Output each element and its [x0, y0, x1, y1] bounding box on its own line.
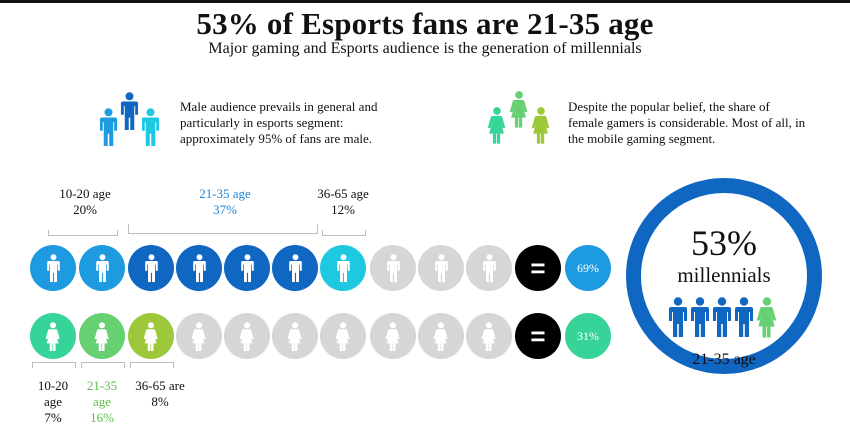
female-10-20-age: 10-20 age — [37, 378, 69, 409]
male-person-icon — [668, 296, 688, 338]
male-10-20-label: 10-20 age 20% — [40, 186, 130, 218]
female-circle-9 — [418, 313, 464, 359]
female-10-20-bracket — [32, 362, 76, 368]
female-circle-5 — [224, 313, 270, 359]
summary-percent: 53% — [691, 223, 757, 263]
female-person-icon — [191, 322, 207, 351]
female-circle-3 — [128, 313, 174, 359]
male-10-20-age: 10-20 age — [59, 186, 111, 201]
female-person-icon — [433, 322, 449, 351]
male-36-65-pct: 12% — [331, 202, 355, 217]
female-36-65-age: 36-65 are — [135, 378, 185, 393]
male-circle-9 — [418, 245, 464, 291]
male-10-20-bracket — [48, 230, 118, 236]
male-person-icon — [734, 296, 754, 338]
page-subtitle: Major gaming and Esports audience is the… — [208, 40, 642, 57]
top-rule — [0, 0, 850, 3]
male-circle-5 — [224, 245, 270, 291]
female-person-icon — [143, 322, 159, 351]
male-person-icon — [336, 254, 351, 282]
female-circle-2 — [79, 313, 125, 359]
male-total-circle: 69% — [565, 245, 611, 291]
female-equals-circle: = — [515, 313, 561, 359]
female-36-65-bracket — [130, 362, 174, 368]
male-36-65-bracket — [322, 230, 366, 236]
equals-icon: = — [530, 321, 546, 351]
male-circle-1 — [30, 245, 76, 291]
equals-icon: = — [530, 253, 546, 283]
female-total-pct: 31% — [577, 328, 599, 343]
female-person-icon — [45, 322, 61, 351]
female-group-icon — [487, 90, 551, 148]
male-36-65-age: 36-65 age — [317, 186, 369, 201]
male-circle-8 — [370, 245, 416, 291]
male-person-icon — [192, 254, 207, 282]
female-person-icon — [385, 322, 401, 351]
male-equals-circle: = — [515, 245, 561, 291]
female-36-65-pct: 8% — [151, 394, 169, 409]
male-person-icon — [386, 254, 401, 282]
female-person-icon — [481, 322, 497, 351]
female-21-35-pct: 16% — [90, 410, 114, 425]
female-circle-6 — [272, 313, 318, 359]
female-10-20-pct: 7% — [44, 410, 62, 425]
male-circle-10 — [466, 245, 512, 291]
female-circle-7 — [320, 313, 366, 359]
page-title: 53% of Esports fans are 21-35 age — [196, 6, 654, 41]
male-person-icon — [288, 254, 303, 282]
female-21-35-label: 21-35 age 16% — [77, 378, 127, 426]
male-21-35-bracket — [128, 224, 318, 234]
male-person-icon — [144, 254, 159, 282]
summary-people-icons — [668, 296, 780, 340]
female-10-20-label: 10-20 age 7% — [28, 378, 78, 426]
female-person-icon — [756, 296, 778, 338]
female-total-circle: 31% — [565, 313, 611, 359]
male-21-35-pct: 37% — [213, 202, 237, 217]
female-circle-8 — [370, 313, 416, 359]
female-circle-10 — [466, 313, 512, 359]
female-person-icon — [335, 322, 351, 351]
female-21-35-age: 21-35 age — [86, 378, 118, 409]
male-circle-3 — [128, 245, 174, 291]
female-36-65-label: 36-65 are 8% — [122, 378, 198, 410]
female-21-35-bracket — [81, 362, 125, 368]
male-person-icon — [240, 254, 255, 282]
summary-age: 21-35 age — [692, 351, 756, 368]
male-note: Male audience prevails in general and pa… — [180, 99, 378, 146]
female-circle-4 — [176, 313, 222, 359]
male-10-20-pct: 20% — [73, 202, 97, 217]
male-circle-7 — [320, 245, 366, 291]
male-circle-2 — [79, 245, 125, 291]
male-circle-6 — [272, 245, 318, 291]
male-total-pct: 69% — [577, 260, 599, 275]
male-36-65-label: 36-65 age 12% — [300, 186, 386, 218]
male-person-icon — [46, 254, 61, 282]
female-person-icon — [287, 322, 303, 351]
female-person-icon — [239, 322, 255, 351]
female-circle-1 — [30, 313, 76, 359]
female-note: Despite the popular belief, the share of… — [568, 99, 806, 146]
summary-word: millennials — [677, 263, 771, 287]
male-21-35-label: 21-35 age 37% — [170, 186, 280, 218]
male-person-icon — [95, 254, 110, 282]
female-person-icon — [94, 322, 110, 351]
male-person-icon — [482, 254, 497, 282]
male-circle-4 — [176, 245, 222, 291]
male-21-35-age: 21-35 age — [199, 186, 251, 201]
male-group-icon — [99, 92, 161, 150]
male-person-icon — [434, 254, 449, 282]
male-person-icon — [712, 296, 732, 338]
male-person-icon — [690, 296, 710, 338]
